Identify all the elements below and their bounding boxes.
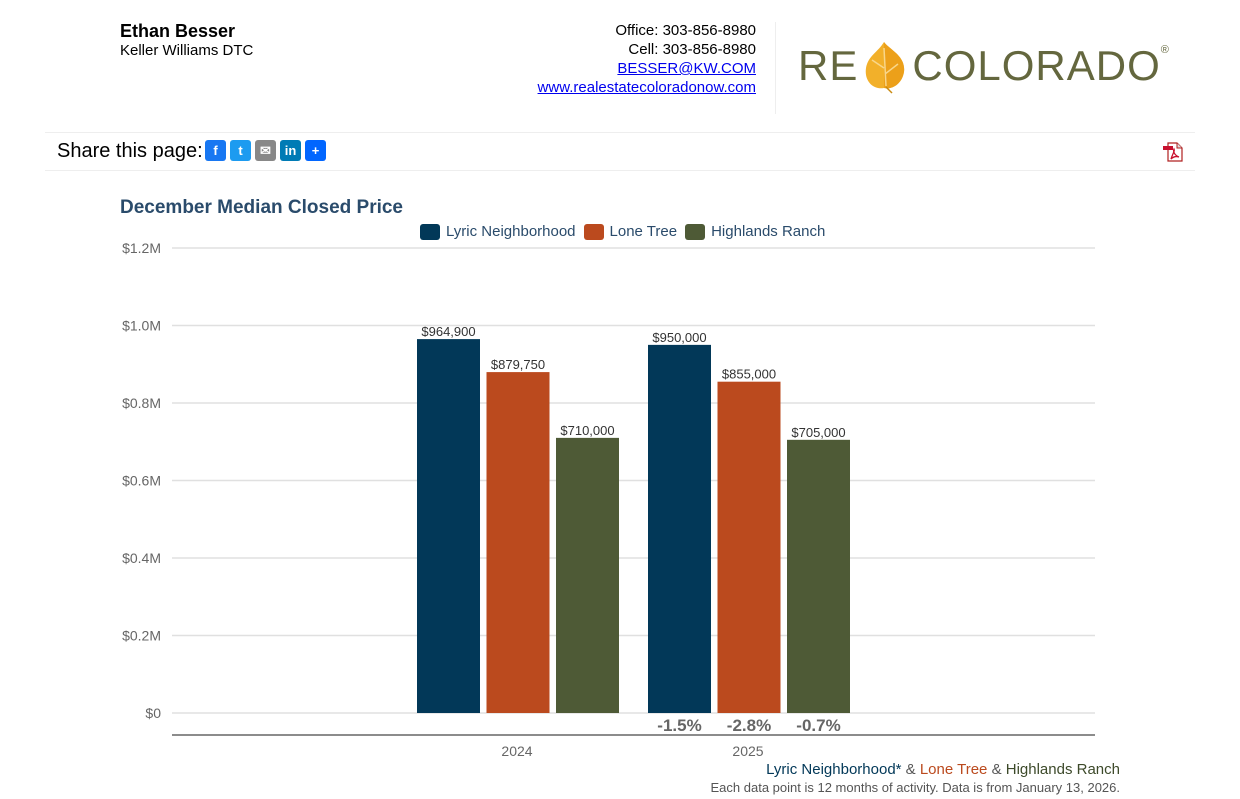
x-tick-label: 2025 (732, 743, 763, 759)
footer-note: Each data point is 12 months of activity… (710, 780, 1120, 795)
twitter-icon[interactable]: t (230, 140, 251, 161)
footer-amp: & (987, 761, 1006, 778)
agent-name: Ethan Besser (120, 21, 236, 41)
bar-value-label: $855,000 (722, 367, 776, 382)
chart-legend: Lyric Neighborhood Lone Tree Highlands Ran… (420, 222, 825, 241)
y-tick-label: $0.8M (122, 395, 161, 411)
bar[interactable] (417, 339, 480, 713)
bar[interactable] (556, 437, 619, 713)
y-tick-label: $0.2M (122, 628, 161, 644)
bar-value-label: $705,000 (791, 425, 845, 440)
chart-title: December Median Closed Price (120, 197, 403, 218)
registered-mark: ® (1160, 44, 1169, 56)
footer-area-lone-tree: Lone Tree (919, 761, 988, 778)
share-bar: Share this page: f t ✉ in + (45, 132, 1195, 171)
linkedin-icon[interactable]: in (280, 140, 301, 161)
y-tick-label: $1.0M (122, 318, 161, 334)
aspen-leaf-icon (866, 42, 905, 94)
email-link[interactable]: BESSER@KW.COM (617, 60, 756, 77)
legend-label: Lyric Neighborhood (446, 223, 576, 240)
bar[interactable] (717, 381, 781, 713)
bar[interactable] (648, 344, 711, 713)
y-tick-label: $1.2M (122, 240, 161, 256)
share-label: Share this page: (57, 140, 203, 162)
header-divider (775, 22, 776, 114)
recolorado-logo: RE COLORADO ® (798, 38, 1169, 94)
contact-info: Office: 303-856-8980 Cell: 303-856-8980 … (538, 21, 756, 97)
change-percent-label: -2.8% (727, 716, 771, 735)
website-link[interactable]: www.realestatecoloradonow.com (537, 79, 756, 96)
cell-phone: Cell: 303-856-8980 (628, 41, 756, 58)
agent-company: Keller Williams DTC (120, 42, 254, 59)
email-icon[interactable]: ✉ (255, 140, 276, 161)
legend-swatch (685, 223, 706, 240)
bar-value-label: $710,000 (560, 423, 614, 438)
y-tick-label: $0.4M (122, 550, 161, 566)
chart-footer: Lyric Neighborhood* & Lone Tree & Highla… (711, 761, 1120, 797)
y-tick-label: $0 (145, 705, 161, 721)
agent-info: Ethan Besser Keller Williams DTC (120, 21, 253, 60)
facebook-icon[interactable]: f (205, 140, 226, 161)
share-icons: f t ✉ in + (205, 140, 326, 161)
change-percent-label: -0.7% (796, 716, 840, 735)
x-tick-label: 2024 (501, 743, 532, 759)
bar[interactable] (486, 372, 550, 713)
footer-amp: & (901, 761, 920, 778)
bar-value-label: $950,000 (652, 330, 706, 345)
footer-areas: Lyric Neighborhood* & Lone Tree & Highla… (711, 761, 1120, 779)
office-phone: Office: 303-856-8980 (615, 22, 756, 39)
footer-area-highlands: Highlands Ranch (1005, 761, 1120, 778)
legend-item[interactable]: Lyric Neighborhood (420, 222, 576, 241)
logo-re-text: RE (798, 42, 859, 89)
legend-swatch (420, 223, 440, 240)
bar-value-label: $879,750 (491, 357, 545, 372)
legend-label: Lone Tree (609, 223, 678, 240)
legend-item[interactable]: Highlands Ranch (685, 222, 825, 241)
change-percent-label: -1.5% (657, 716, 701, 735)
bar-value-label: $964,900 (421, 324, 475, 339)
share-plus-icon[interactable]: + (305, 140, 326, 161)
legend-item[interactable]: Lone Tree (583, 222, 678, 241)
pdf-icon[interactable] (1162, 141, 1184, 163)
y-tick-label: $0.6M (122, 473, 161, 489)
footer-area-lyric: Lyric Neighborhood* (766, 761, 902, 778)
bar[interactable] (787, 439, 850, 713)
legend-swatch (583, 223, 604, 240)
logo-colorado-text: COLORADO (912, 42, 1161, 89)
legend-label: Highlands Ranch (711, 223, 826, 240)
